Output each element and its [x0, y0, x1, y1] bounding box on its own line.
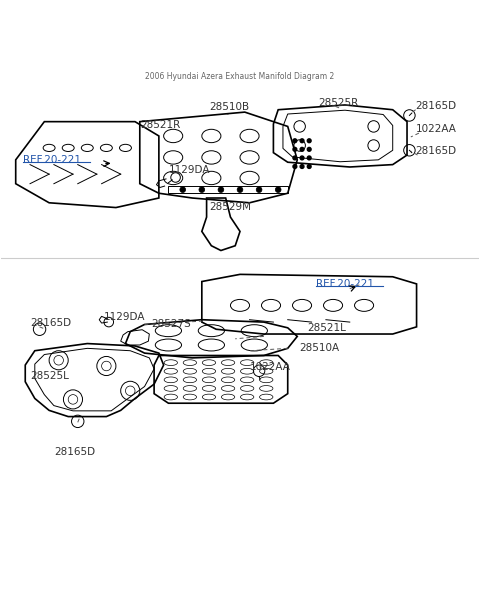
Text: 28165D: 28165D: [416, 146, 457, 156]
Text: 1022AA: 1022AA: [416, 124, 456, 135]
Circle shape: [180, 187, 186, 193]
Text: REF.20-221: REF.20-221: [23, 155, 81, 165]
Circle shape: [307, 139, 311, 142]
Text: 28527S: 28527S: [152, 319, 192, 330]
Circle shape: [293, 165, 297, 168]
Circle shape: [300, 156, 304, 160]
Text: REF.20-221: REF.20-221: [316, 279, 374, 289]
Text: 1129DA: 1129DA: [104, 312, 145, 322]
Circle shape: [293, 156, 297, 160]
Text: 28529M: 28529M: [209, 202, 251, 211]
Text: 28165D: 28165D: [54, 447, 95, 457]
Text: 28521L: 28521L: [307, 323, 346, 333]
Text: 28165D: 28165D: [30, 318, 71, 328]
Circle shape: [307, 165, 311, 168]
Text: 2006 Hyundai Azera Exhaust Manifold Diagram 2: 2006 Hyundai Azera Exhaust Manifold Diag…: [145, 72, 335, 81]
Text: 28525L: 28525L: [30, 370, 69, 381]
Text: 28525R: 28525R: [319, 98, 359, 108]
Circle shape: [300, 139, 304, 142]
Circle shape: [300, 165, 304, 168]
Text: 28510A: 28510A: [300, 344, 340, 353]
Circle shape: [293, 139, 297, 142]
Circle shape: [300, 147, 304, 152]
Text: 28165D: 28165D: [416, 101, 457, 112]
Text: 28510B: 28510B: [209, 102, 249, 112]
Circle shape: [218, 187, 224, 193]
Circle shape: [293, 147, 297, 152]
Circle shape: [307, 156, 311, 160]
Circle shape: [199, 187, 204, 193]
Circle shape: [276, 187, 281, 193]
Text: 1129DA: 1129DA: [168, 165, 210, 175]
Circle shape: [237, 187, 243, 193]
Circle shape: [307, 147, 311, 152]
Text: 28521R: 28521R: [140, 121, 180, 130]
Text: 1022AA: 1022AA: [250, 362, 290, 373]
Circle shape: [256, 187, 262, 193]
